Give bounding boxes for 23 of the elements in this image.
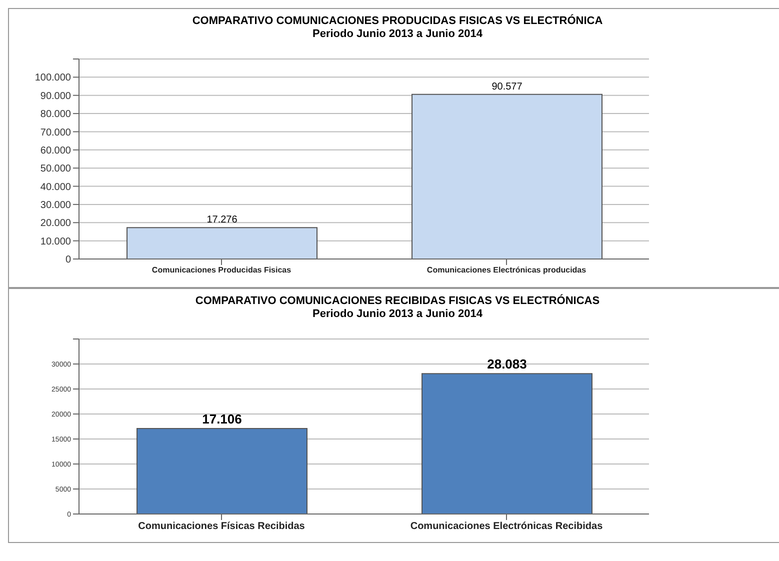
chart-title: COMPARATIVO COMUNICACIONES PRODUCIDAS FISICAS VS ELECTRÓNICA <box>191 15 604 28</box>
y-tick-label: 70.000 <box>40 127 72 138</box>
y-tick-label: 80.000 <box>40 109 72 120</box>
chart-title: COMPARATIVO COMUNICACIONES RECIBIDAS FISICAS VS ELECTRÓNICAS <box>194 295 601 308</box>
y-tick-label: 20.000 <box>40 218 72 230</box>
data-label: 90.577 <box>492 81 523 92</box>
x-tick-label: Comunicaciones Producidas Fisicas <box>152 266 292 275</box>
y-tick-label: 100.000 <box>34 72 72 84</box>
y-tick-label: 40.000 <box>40 182 72 193</box>
y-tick-label: 50.000 <box>40 164 72 175</box>
y-tick-label: 0 <box>65 254 72 266</box>
chart-subtitle: Periodo Junio 2013 a Junio 2014 <box>312 28 484 41</box>
y-tick-label: 10.000 <box>40 236 72 248</box>
y-tick-label: 90.000 <box>40 90 72 102</box>
x-tick-label: Comunicaciones Electrónicas producidas <box>426 266 587 275</box>
y-tick-label: 60.000 <box>40 145 72 156</box>
y-tick-label: 30.000 <box>40 200 72 212</box>
data-label: 17.106 <box>202 411 242 426</box>
data-label: 28.083 <box>487 356 527 372</box>
chart-subtitle: Periodo Junio 2013 a Junio 2014 <box>312 308 484 321</box>
data-label: 17.276 <box>206 214 238 226</box>
x-tick-label: Comunicaciones Físicas Recibidas <box>138 521 306 532</box>
x-tick-label: Comunicaciones Electrónicas Recibidas <box>410 521 604 532</box>
